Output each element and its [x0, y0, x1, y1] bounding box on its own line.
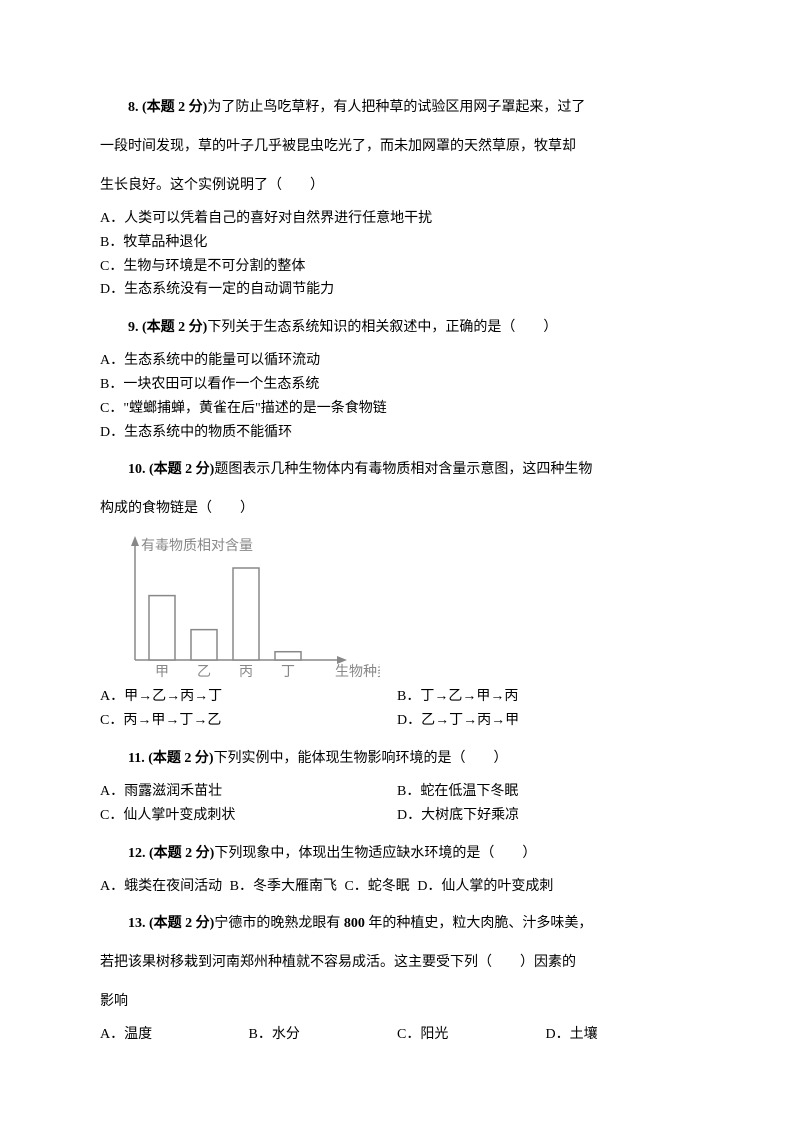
q8-options: A．人类可以凭着自己的喜好对自然界进行任意地干扰 B．牧草品种退化 C．生物与环… — [100, 207, 694, 302]
q11-option-b: B．蛇在低温下冬眠 — [397, 780, 694, 804]
q8-points: (本题 2 分) — [142, 100, 207, 115]
svg-text:甲: 甲 — [155, 665, 169, 680]
q11-option-c: C．仙人掌叶变成刺状 — [100, 804, 397, 828]
svg-text:丁: 丁 — [281, 665, 295, 680]
q8-stem-line1: 8. (本题 2 分)为了防止鸟吃草籽，有人把种草的试验区用网子罩起来，过了 — [100, 90, 694, 125]
q8-option-d: D．生态系统没有一定的自动调节能力 — [100, 278, 694, 302]
q12-option-b: B．冬季大雁南飞 — [230, 879, 337, 894]
q8-text1: 为了防止鸟吃草籽，有人把种草的试验区用网子罩起来，过了 — [207, 100, 585, 115]
q9-option-d: D．生态系统中的物质不能循环 — [100, 421, 694, 445]
q10-text1: 题图表示几种生物体内有毒物质相对含量示意图，这四种生物 — [214, 462, 592, 477]
q9-option-c: C．"螳螂捕蝉，黄雀在后"描述的是一条食物链 — [100, 397, 694, 421]
q11-text: 下列实例中，能体现生物影响环境的是（ ） — [214, 751, 508, 766]
q9-text: 下列关于生态系统知识的相关叙述中，正确的是（ ） — [207, 320, 557, 335]
q10-chart: 有毒物质相对含量甲 乙 丙 丁 生物种类 — [100, 530, 694, 685]
q8-number: 8. — [128, 100, 139, 115]
q13-option-a: A．温度 — [100, 1023, 245, 1047]
q13-stem-line2: 若把该果树移栽到河南郑州种植就不容易成活。这主要受下列（ ）因素的 — [100, 945, 694, 980]
q13-options: A．温度 B．水分 C．阳光 D．土壤 — [100, 1023, 694, 1047]
q9-points: (本题 2 分) — [142, 320, 207, 335]
q13-text1c: 年的种植史，粒大肉脆、汁多味美， — [368, 916, 592, 931]
q12-number: 12. — [128, 846, 146, 861]
q12-points: (本题 2 分) — [149, 846, 214, 861]
q11-option-a: A．雨露滋润禾苗壮 — [100, 780, 397, 804]
svg-text:丙: 丙 — [239, 665, 253, 680]
q9-options: A．生态系统中的能量可以循环流动 B．一块农田可以看作一个生态系统 C．"螳螂捕… — [100, 349, 694, 444]
bar-chart-icon: 有毒物质相对含量甲 乙 丙 丁 生物种类 — [100, 530, 380, 685]
q10-option-d: D．乙→丁→丙→甲 — [397, 709, 694, 733]
q8-stem-line3: 生长良好。这个实例说明了（ ） — [100, 168, 694, 203]
q11-options: A．雨露滋润禾苗壮 B．蛇在低温下冬眠 C．仙人掌叶变成刺状 D．大树底下好乘凉 — [100, 780, 694, 828]
q13-option-b: B．水分 — [249, 1023, 394, 1047]
q10-option-c: C．丙→甲→丁→乙 — [100, 709, 397, 733]
q13-stem-line1: 13. (本题 2 分)宁德市的晚熟龙眼有 800 年的种植史，粒大肉脆、汁多味… — [100, 906, 694, 941]
q11-stem: 11. (本题 2 分)下列实例中，能体现生物影响环境的是（ ） — [100, 741, 694, 776]
q11-option-d: D．大树底下好乘凉 — [397, 804, 694, 828]
q10-option-b: B．丁→乙→甲→丙 — [397, 685, 694, 709]
svg-text:有毒物质相对含量: 有毒物质相对含量 — [141, 538, 253, 554]
q12-stem: 12. (本题 2 分)下列现象中，体现出生物适应缺水环境的是（ ） — [100, 836, 694, 871]
q12-options: A．蛾类在夜间活动 B．冬季大雁南飞 C．蛇冬眠 D．仙人掌的叶变成刺 — [100, 875, 694, 899]
svg-text:生物种类: 生物种类 — [335, 664, 380, 680]
q10-stem-line1: 10. (本题 2 分)题图表示几种生物体内有毒物质相对含量示意图，这四种生物 — [100, 452, 694, 487]
q9-option-b: B．一块农田可以看作一个生态系统 — [100, 373, 694, 397]
q9-number: 9. — [128, 320, 139, 335]
q10-stem-line2: 构成的食物链是（ ） — [100, 491, 694, 526]
q9-stem: 9. (本题 2 分)下列关于生态系统知识的相关叙述中，正确的是（ ） — [100, 310, 694, 345]
q10-points: (本题 2 分) — [149, 462, 214, 477]
q8-option-c: C．生物与环境是不可分割的整体 — [100, 255, 694, 279]
q13-option-d: D．土壤 — [546, 1023, 691, 1047]
q10-options: A．甲→乙→丙→丁 B．丁→乙→甲→丙 C．丙→甲→丁→乙 D．乙→丁→丙→甲 — [100, 685, 694, 733]
q8-option-a: A．人类可以凭着自己的喜好对自然界进行任意地干扰 — [100, 207, 694, 231]
q13-text1b: 800 — [340, 916, 368, 931]
q10-number: 10. — [128, 462, 146, 477]
q8-option-b: B．牧草品种退化 — [100, 231, 694, 255]
q12-option-c: C．蛇冬眠 — [344, 879, 409, 894]
q11-number: 11. — [128, 751, 145, 766]
q13-text1a: 宁德市的晚熟龙眼有 — [214, 916, 340, 931]
q13-stem-line3: 影响 — [100, 984, 694, 1019]
q12-option-a: A．蛾类在夜间活动 — [100, 879, 222, 894]
exam-page: 8. (本题 2 分)为了防止鸟吃草籽，有人把种草的试验区用网子罩起来，过了 一… — [0, 0, 794, 1115]
q12-text: 下列现象中，体现出生物适应缺水环境的是（ ） — [214, 846, 536, 861]
q13-points: (本题 2 分) — [149, 916, 214, 931]
q9-option-a: A．生态系统中的能量可以循环流动 — [100, 349, 694, 373]
q12-option-d: D．仙人掌的叶变成刺 — [417, 879, 553, 894]
q13-option-c: C．阳光 — [397, 1023, 542, 1047]
q11-points: (本题 2 分) — [148, 751, 213, 766]
q10-option-a: A．甲→乙→丙→丁 — [100, 685, 397, 709]
q13-number: 13. — [128, 916, 146, 931]
q8-stem-line2: 一段时间发现，草的叶子几乎被昆虫吃光了，而未加网罩的天然草原，牧草却 — [100, 129, 694, 164]
svg-text:乙: 乙 — [197, 664, 211, 680]
